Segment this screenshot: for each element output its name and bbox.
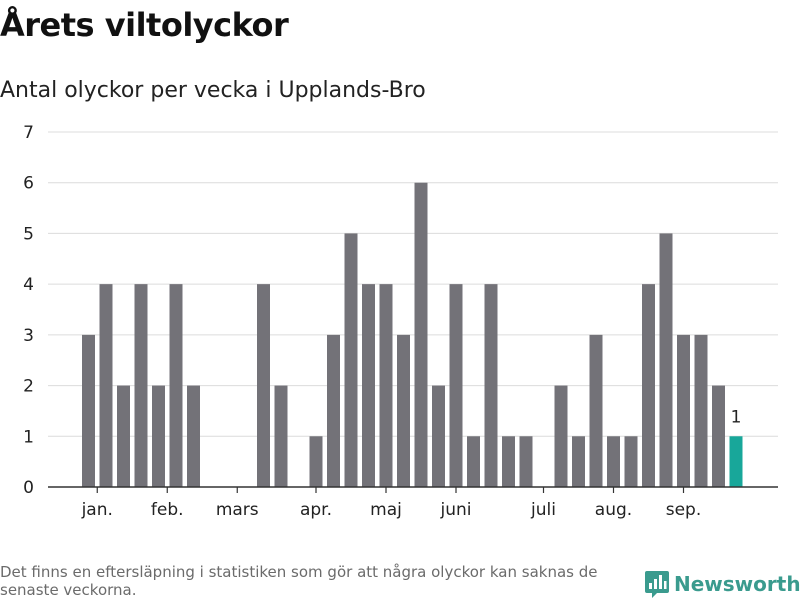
- bar: [257, 284, 270, 487]
- footnote: Det finns en eftersläpning i statistiken…: [0, 563, 598, 599]
- bar-highlight: [729, 436, 743, 487]
- bar: [712, 385, 725, 487]
- bar: [677, 334, 690, 487]
- x-tick-label: apr.: [300, 500, 332, 520]
- bar: [624, 436, 638, 487]
- bar: [642, 284, 655, 487]
- bar: [414, 182, 428, 487]
- bar: [309, 436, 323, 487]
- y-tick-label: 7: [23, 123, 34, 143]
- bar: [274, 385, 288, 487]
- bars: [82, 182, 743, 487]
- bar: [589, 334, 603, 487]
- brand-logo: Newsworthy: [644, 568, 800, 600]
- bar: [152, 385, 165, 487]
- y-axis-ticks: 0 1 2 3 4 5 6 7: [23, 123, 34, 498]
- bar: [327, 334, 340, 487]
- bar: [484, 284, 498, 487]
- newsworthy-logo-icon: [645, 571, 669, 598]
- bar: [467, 436, 480, 487]
- bar: [169, 284, 183, 487]
- bar: [502, 436, 515, 487]
- bar: [99, 284, 113, 487]
- bar: [449, 284, 463, 487]
- bar: [659, 233, 673, 487]
- bar: [694, 334, 708, 487]
- x-tick-label: sep.: [666, 500, 702, 520]
- bar-chart: 0 1 2 3 4 5 6 7 jan. feb. mars apr. maj juni juli aug.…: [23, 123, 778, 520]
- bar: [117, 385, 130, 487]
- x-axis-ticks: jan. feb. mars apr. maj juni juli aug. sep.: [81, 487, 702, 520]
- bar: [82, 334, 95, 487]
- bar: [607, 436, 620, 487]
- chart-title: Årets viltolyckor: [0, 6, 289, 44]
- x-tick-label: maj: [370, 500, 402, 520]
- x-tick-label: feb.: [151, 500, 184, 520]
- bar: [134, 284, 148, 487]
- brand-name: Newsworthy: [674, 572, 800, 596]
- bar: [432, 385, 445, 487]
- x-tick-label: juli: [530, 500, 556, 520]
- y-tick-label: 2: [23, 377, 34, 397]
- x-tick-label: aug.: [595, 500, 632, 520]
- x-tick-label: mars: [216, 500, 259, 520]
- bar: [397, 334, 410, 487]
- x-tick-label: juni: [440, 500, 472, 520]
- y-tick-label: 1: [23, 427, 34, 447]
- y-tick-label: 0: [23, 478, 34, 498]
- bar: [362, 284, 375, 487]
- data-label: 1: [731, 407, 742, 427]
- bar: [187, 385, 200, 487]
- bar: [572, 436, 585, 487]
- y-tick-label: 3: [23, 326, 34, 346]
- y-tick-label: 4: [23, 275, 34, 295]
- bar: [519, 436, 533, 487]
- y-tick-label: 5: [23, 224, 34, 244]
- bar: [344, 233, 358, 487]
- x-tick-label: jan.: [81, 500, 113, 520]
- bar: [379, 284, 393, 487]
- data-labels: 1: [731, 407, 742, 427]
- y-tick-label: 6: [23, 174, 34, 194]
- bar: [554, 385, 568, 487]
- chart-subtitle: Antal olyckor per vecka i Upplands-Bro: [0, 78, 426, 103]
